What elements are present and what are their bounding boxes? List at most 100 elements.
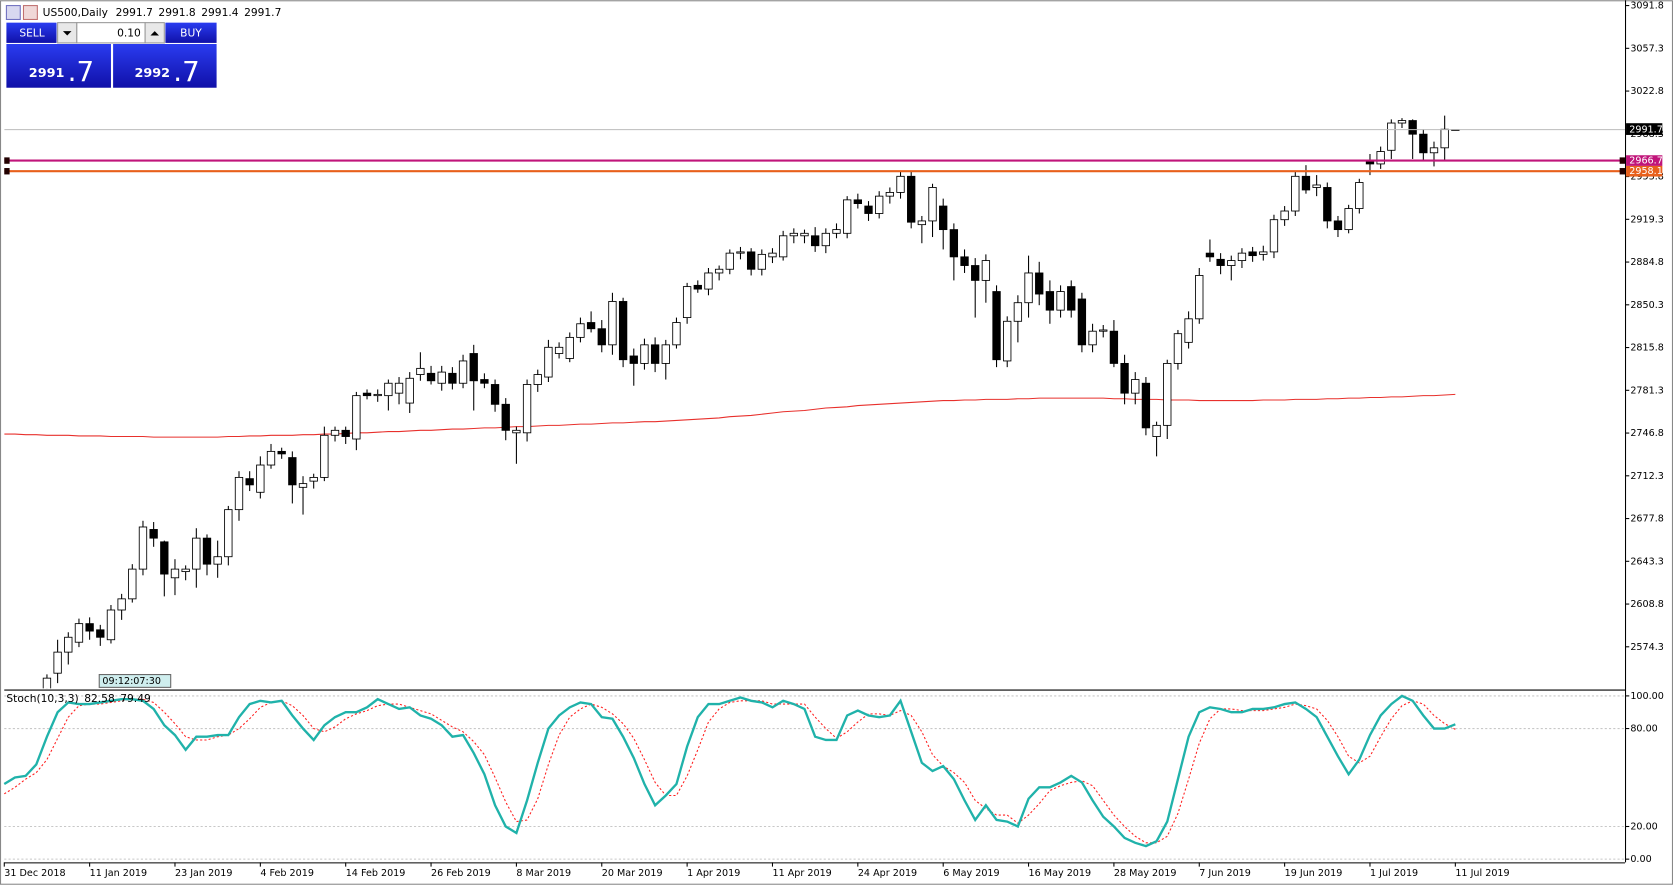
y-tick-label: 3022.8: [1630, 86, 1664, 97]
candle-body: [971, 265, 980, 281]
ohlc-close: 2991.7: [244, 6, 281, 19]
candle-body: [661, 344, 670, 364]
candle-body: [448, 372, 457, 384]
ask: 2992.7: [134, 55, 199, 88]
candle-body: [266, 450, 276, 466]
candle-body: [490, 384, 500, 405]
candle-body: [1131, 379, 1140, 394]
candle-body: [544, 346, 553, 378]
candle-body: [1045, 291, 1055, 311]
candle-body: [1141, 382, 1151, 429]
candle-body: [832, 229, 841, 234]
candle-body: [1077, 298, 1087, 346]
y-tick-label: 0.00: [1630, 854, 1651, 865]
candle-body: [693, 284, 702, 290]
candle-body: [896, 175, 905, 193]
candle-body: [789, 232, 798, 237]
candle-body: [181, 568, 190, 573]
candle-body: [746, 251, 756, 270]
candle-body: [565, 336, 574, 359]
y-tick-label: 2643.3: [1630, 556, 1664, 567]
x-tick-label: 6 May 2019: [943, 868, 999, 879]
candle-body: [1227, 260, 1236, 266]
x-tick-label: 8 Mar 2019: [516, 868, 571, 879]
candle-body: [629, 355, 638, 364]
ohlc-high: 2991.8: [158, 6, 196, 19]
candle-body: [277, 450, 286, 455]
candle-body: [992, 291, 1001, 361]
y-tick-label: 100.00: [1630, 691, 1664, 702]
bid-box[interactable]: [6, 43, 111, 88]
candle-body: [1312, 184, 1321, 188]
x-tick-label: 4 Feb 2019: [260, 868, 314, 879]
candle-body: [1088, 330, 1097, 346]
y-tick-label: 2608.8: [1630, 599, 1664, 610]
candle-body: [608, 301, 617, 346]
level-label-box: [1626, 155, 1663, 166]
candle-body: [458, 360, 468, 384]
x-tick-label: 28 May 2019: [1114, 868, 1177, 879]
moving-average: [4, 393, 1456, 438]
candle-body: [981, 260, 991, 281]
candle-body: [1173, 333, 1183, 364]
candle-body: [725, 252, 734, 270]
candle-body: [352, 395, 361, 440]
y-tick-label: 3057.3: [1630, 43, 1664, 54]
y-tick-label: 2850.3: [1630, 300, 1664, 311]
timer: 09:12:07:30: [102, 676, 161, 687]
candle-body: [928, 187, 937, 222]
candle-body: [650, 344, 660, 364]
down-arrow: [62, 31, 72, 36]
candle-body: [394, 382, 404, 394]
x-tick-label: 1 Jul 2019: [1370, 868, 1418, 879]
candle-body: [1419, 133, 1428, 154]
candle-body: [843, 199, 852, 234]
candle-body: [501, 403, 510, 431]
icon[interactable]: [5, 5, 21, 20]
candle-body: [1408, 120, 1417, 135]
x-tick-label: 11 Apr 2019: [772, 868, 831, 879]
sell-label[interactable]: SELL: [19, 26, 44, 39]
buy-button[interactable]: [165, 22, 217, 43]
level-handle: [1619, 168, 1625, 175]
candle-body: [1355, 182, 1364, 209]
stoch-legend: Stoch(10,3,3) 82.58 79.49: [6, 692, 151, 705]
candle-body: [704, 272, 713, 290]
level-label-box: [1626, 165, 1663, 177]
candle-body: [757, 253, 766, 270]
candle-body: [117, 598, 126, 611]
candle-body: [682, 286, 692, 319]
candle-body: [1152, 424, 1161, 437]
y-tick-label: 2953.8: [1630, 172, 1664, 183]
candle-body: [437, 371, 446, 384]
candle-body: [576, 323, 585, 338]
candle-body: [768, 252, 777, 258]
stoch-line: [3, 694, 1456, 848]
candle-body: [1056, 291, 1065, 311]
sell-button[interactable]: [6, 22, 57, 43]
ask-box[interactable]: [113, 43, 217, 88]
x-tick-label: 16 May 2019: [1029, 868, 1092, 879]
y-tick-label: 2677.8: [1630, 514, 1664, 525]
level-handle: [4, 157, 10, 164]
candle-body: [810, 235, 820, 247]
y-tick-label: 2884.8: [1630, 257, 1664, 268]
volume: 0.10: [117, 26, 141, 39]
candle-body: [597, 328, 606, 346]
x-tick-label: 1 Apr 2019: [687, 868, 740, 879]
candle-body: [309, 476, 318, 482]
symbol: US500,Daily 2991.7 2991.8 2991.4 2991.7: [43, 6, 282, 19]
icon[interactable]: [22, 5, 38, 20]
candle-body: [202, 537, 212, 565]
candle-body: [522, 384, 532, 434]
candle-body: [533, 374, 542, 385]
buy-label[interactable]: BUY: [180, 26, 202, 39]
candle-body: [864, 205, 873, 214]
ohlc-open: 2991.7: [116, 6, 153, 19]
price-label-box: [1626, 123, 1663, 135]
candle-body: [192, 537, 201, 570]
candle-body: [256, 464, 265, 493]
ask-pips: .7: [173, 55, 199, 88]
x-tick-label: 26 Feb 2019: [431, 868, 491, 879]
